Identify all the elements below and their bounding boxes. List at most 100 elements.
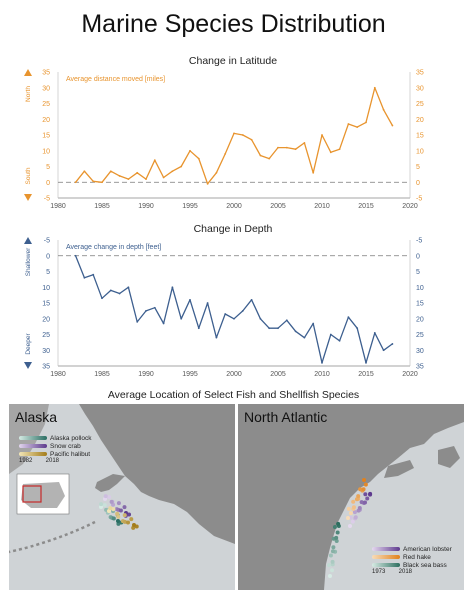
x-tick-label: 1995 — [182, 203, 198, 210]
data-point — [277, 327, 279, 330]
species-location-dot — [336, 521, 341, 526]
data-point — [74, 181, 77, 184]
y-tick-label-right: 15 — [416, 301, 424, 308]
legend-years: 1973 2018 — [372, 569, 412, 575]
y-tick-label-right: 10 — [416, 148, 424, 155]
north-atlantic-map — [238, 404, 464, 590]
data-point — [83, 170, 86, 173]
data-point — [250, 298, 253, 301]
x-tick-label: 1980 — [50, 203, 66, 210]
data-point — [365, 361, 367, 364]
y-tick-label-left: -5 — [44, 238, 50, 245]
y-tick-label-left: 35 — [42, 70, 50, 77]
data-point — [206, 302, 209, 304]
species-location-dot — [327, 563, 332, 568]
data-point — [303, 141, 306, 144]
data-point — [338, 339, 341, 342]
species-location-dot — [357, 505, 362, 510]
data-point — [268, 157, 271, 160]
species-location-dot — [351, 505, 356, 510]
data-point — [206, 182, 209, 185]
data-point — [233, 132, 235, 135]
data-point — [391, 343, 394, 345]
species-location-dot — [368, 491, 373, 496]
species-location-dot — [330, 568, 335, 573]
species-location-dot — [362, 478, 367, 483]
y-tick-label-left: 10 — [42, 148, 50, 155]
species-location-dot — [362, 500, 367, 505]
species-location-dot — [109, 499, 114, 504]
alaska-inset-map — [16, 473, 70, 515]
y-tick-label-right: 5 — [416, 269, 420, 276]
species-location-dot — [335, 530, 340, 535]
y-tick-label-right: 25 — [416, 101, 424, 108]
species-location-dot — [352, 510, 357, 515]
data-point — [197, 157, 200, 160]
y-tick-label-right: 5 — [416, 164, 420, 171]
species-location-dot — [125, 520, 130, 525]
data-point — [109, 170, 112, 173]
x-tick-label: 2010 — [314, 203, 330, 210]
data-point — [224, 153, 227, 155]
data-point — [312, 171, 315, 174]
legend-gradient — [19, 452, 47, 456]
species-location-dot — [328, 574, 332, 578]
species-location-dot — [107, 495, 112, 500]
species-location-dot — [132, 523, 137, 528]
legend-gradient — [19, 444, 47, 448]
species-location-dot — [328, 553, 333, 558]
north-atlantic-map-panel: North Atlantic American lobster Red hake… — [238, 404, 464, 590]
y-tick-label-right: 20 — [416, 316, 424, 323]
direction-up-label: Shallower — [25, 247, 32, 276]
y-tick-label-left: 15 — [42, 133, 50, 140]
data-point — [92, 180, 95, 183]
y-tick-label-right: 30 — [416, 85, 424, 92]
x-tick-label: 2015 — [358, 203, 374, 210]
legend-item: Snow crab — [19, 442, 92, 450]
chart-title: Change in Depth — [194, 223, 273, 235]
x-tick-label: 1985 — [94, 203, 110, 210]
data-point — [285, 319, 288, 322]
y-tick-label-right: 10 — [416, 285, 424, 292]
species-location-dot — [332, 524, 337, 529]
series-line — [75, 87, 393, 185]
alaska-species-dots — [99, 494, 139, 530]
legend-year-start: 1973 — [372, 569, 386, 575]
legend-item: Alaska pollock — [19, 434, 92, 442]
arrow-down-icon — [24, 362, 32, 369]
y-tick-label-right: -5 — [416, 196, 422, 203]
arrow-down-icon — [24, 194, 32, 201]
north-atlantic-species-dots — [327, 478, 373, 578]
data-point — [356, 327, 359, 330]
x-tick-label: 1995 — [182, 371, 198, 378]
legend-gradient — [19, 436, 47, 440]
data-point — [285, 146, 288, 149]
data-point — [241, 134, 244, 136]
species-location-dot — [334, 538, 339, 543]
data-point — [127, 178, 130, 180]
data-point — [118, 292, 121, 295]
x-tick-label: 1990 — [138, 203, 154, 210]
y-tick-label-right: 35 — [416, 364, 424, 371]
data-point — [373, 332, 376, 334]
legend-label: Snow crab — [50, 442, 81, 450]
species-location-dot — [118, 508, 123, 513]
data-point — [180, 165, 183, 168]
species-location-dot — [348, 511, 353, 516]
species-location-dot — [122, 513, 127, 518]
y-tick-label-left: -5 — [44, 196, 50, 203]
species-location-dot — [359, 500, 364, 505]
direction-up-label: North — [25, 86, 32, 102]
series-line — [74, 255, 393, 364]
y-tick-label-left: 35 — [42, 364, 50, 371]
alaska-map-panel: Alaska Alaska pollock Snow crab Pacific … — [9, 404, 235, 590]
species-location-dot — [361, 487, 366, 492]
y-tick-label-right: 30 — [416, 348, 424, 355]
species-location-dot — [111, 516, 116, 521]
y-tick-label-left: 15 — [42, 301, 50, 308]
data-point — [215, 336, 218, 339]
data-point — [294, 148, 297, 151]
species-location-dot — [346, 516, 350, 520]
species-location-dot — [129, 517, 134, 522]
species-location-dot — [115, 511, 120, 516]
